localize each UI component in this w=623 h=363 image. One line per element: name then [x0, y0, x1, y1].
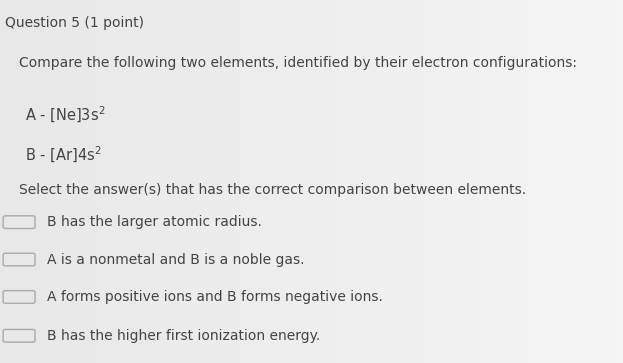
Text: A - [Ne]3s$^2$: A - [Ne]3s$^2$ — [25, 105, 105, 125]
Text: A forms positive ions and B forms negative ions.: A forms positive ions and B forms negati… — [47, 290, 383, 304]
Text: B has the larger atomic radius.: B has the larger atomic radius. — [47, 215, 262, 229]
Text: B has the higher first ionization energy.: B has the higher first ionization energy… — [47, 329, 320, 343]
Text: A is a nonmetal and B is a noble gas.: A is a nonmetal and B is a noble gas. — [47, 253, 304, 266]
Text: Compare the following two elements, identified by their electron configurations:: Compare the following two elements, iden… — [19, 56, 577, 70]
Text: Question 5 (1 point): Question 5 (1 point) — [5, 16, 144, 30]
Text: B - [Ar]4s$^2$: B - [Ar]4s$^2$ — [25, 145, 102, 165]
Text: Select the answer(s) that has the correct comparison between elements.: Select the answer(s) that has the correc… — [19, 183, 526, 197]
